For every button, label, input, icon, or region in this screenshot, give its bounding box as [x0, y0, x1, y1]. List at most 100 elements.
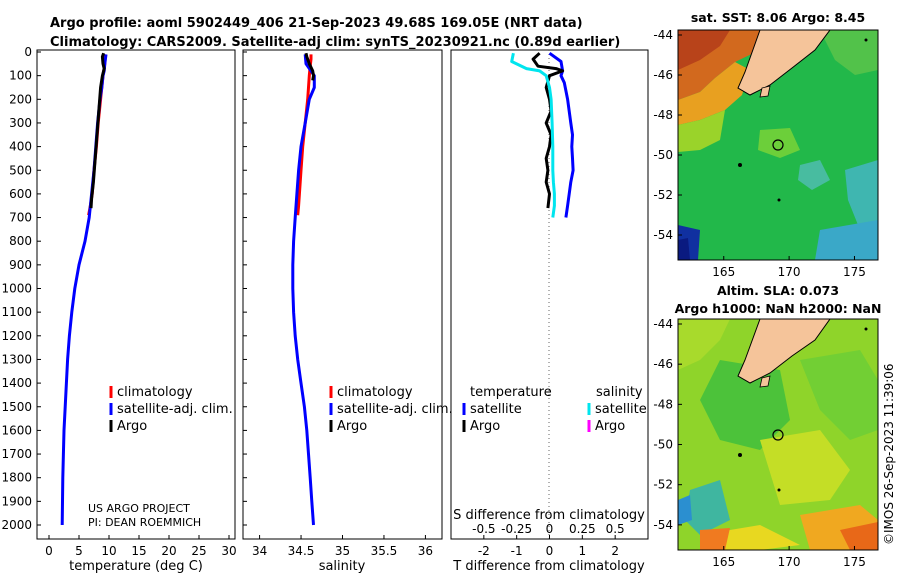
x-tick-label: 5 — [75, 544, 83, 558]
depth-tick-label: 300 — [9, 116, 32, 130]
lat-tick-label: -52 — [653, 478, 673, 492]
x-tick-label: 35.5 — [371, 544, 398, 558]
series-satellite-adj-clim- — [291, 54, 316, 526]
difference-legend: temperature salinity satellite Argo sate… — [462, 385, 647, 434]
lat-tick-label: -46 — [653, 357, 673, 371]
depth-tick-label: 1800 — [1, 471, 32, 485]
series-argo — [89, 52, 106, 209]
lon-tick-label: 170 — [778, 265, 801, 279]
s-tick-label: 0.5 — [606, 522, 625, 536]
x-tick-label: 34 — [252, 544, 267, 558]
depth-tick-label: 2000 — [1, 518, 32, 532]
imos-stamp: ©IMOS 26-Sep-2023 11:39:06 — [882, 363, 896, 545]
sst-field — [678, 30, 878, 260]
lat-tick-label: -50 — [653, 148, 673, 162]
sst-float-marker — [772, 139, 784, 151]
lat-tick-label: -46 — [653, 68, 673, 82]
credit-line-2: PI: DEAN ROEMMICH — [88, 516, 201, 529]
lat-tick-label: -44 — [653, 28, 673, 42]
x-tick-label: -2 — [478, 544, 490, 558]
x-tick-label: 25 — [191, 544, 206, 558]
sla-map-title-1: Altim. SLA: 0.073 — [717, 283, 839, 298]
sla-field — [678, 319, 878, 550]
temperature-panel: 0100200300400500600700800900100011001200… — [1, 45, 236, 574]
depth-tick-label: 0 — [24, 45, 32, 59]
temperature-axes — [36, 49, 236, 540]
temperature-xlabel: temperature (deg C) — [69, 559, 203, 574]
depth-tick-label: 1300 — [1, 352, 32, 366]
legend-t-argo: Argo — [470, 419, 500, 434]
legend-s-satellite: satellite — [595, 402, 647, 417]
legend-salinity-header: salinity — [596, 385, 643, 400]
legend-temperature-header: temperature — [470, 385, 552, 400]
x-tick-label: 0 — [546, 544, 554, 558]
sst-map: sat. SST: 8.06 Argo: 8.45 -44-4 — [653, 10, 879, 279]
legend-climatology: climatology — [337, 385, 413, 400]
legend-argo: Argo — [337, 419, 367, 434]
x-tick-label: 10 — [101, 544, 116, 558]
lon-tick-label: 165 — [712, 555, 735, 569]
title-line-1: Argo profile: aoml 5902449_406 21-Sep-20… — [50, 16, 583, 31]
depth-tick-label: 100 — [9, 69, 32, 83]
depth-tick-label: 1000 — [1, 282, 32, 296]
lat-tick-label: -48 — [653, 108, 673, 122]
depth-tick-label: 900 — [9, 258, 32, 272]
salinity-xlabel: salinity — [319, 559, 366, 574]
depth-tick-label: 1700 — [1, 447, 32, 461]
series-argo — [304, 52, 315, 81]
difference-panel: -2 -1 0 1 2 -0.5 -0.25 0 0.25 0.5 T difference fr… — [450, 49, 649, 574]
legend-t-satellite: satellite — [470, 402, 522, 417]
x-tick-label: 36 — [418, 544, 433, 558]
legend-argo: Argo — [117, 419, 147, 434]
depth-tick-label: 1900 — [1, 494, 32, 508]
sst-land — [737, 30, 831, 96]
x-tick-label: 34.5 — [288, 544, 315, 558]
depth-tick-label: 1100 — [1, 305, 32, 319]
credit-line-1: US ARGO PROJECT — [88, 502, 190, 515]
legend-satellite: satellite-adj. clim. — [337, 402, 453, 417]
salinity-panel: 34 34.5 35 35.5 36 salinity climatology sate… — [242, 49, 455, 574]
sla-map-title-2: Argo h1000: NaN h2000: NaN — [675, 301, 882, 316]
sla-float-marker — [772, 429, 784, 441]
x-tick-label: 0 — [45, 544, 53, 558]
temperature-legend: climatology satellite-adj. clim. Argo — [109, 385, 233, 434]
s-tick-label: 0 — [546, 522, 554, 536]
series-salinity-satellite — [510, 52, 556, 218]
title-line-2: Climatology: CARS2009. Satellite-adj cli… — [50, 35, 620, 50]
depth-tick-label: 700 — [9, 211, 32, 225]
lon-tick-label: 175 — [843, 555, 866, 569]
sla-map: Altim. SLA: 0.073 Argo h1000: NaN h2000:… — [653, 283, 881, 569]
lon-tick-label: 175 — [843, 265, 866, 279]
x-tick-label: 2 — [611, 544, 619, 558]
s-tick-label: -0.25 — [501, 522, 532, 536]
x-tick-label: 20 — [161, 544, 176, 558]
x-tick-label: 30 — [221, 544, 236, 558]
lat-tick-label: -54 — [653, 228, 673, 242]
lat-tick-label: -54 — [653, 518, 673, 532]
salinity-legend: climatology satellite-adj. clim. Argo — [329, 385, 453, 434]
sst-map-title: sat. SST: 8.06 Argo: 8.45 — [691, 10, 865, 25]
sla-land — [737, 319, 831, 384]
depth-tick-label: 1200 — [1, 329, 32, 343]
legend-satellite: satellite-adj. clim. — [117, 402, 233, 417]
legend-s-argo: Argo — [595, 419, 625, 434]
lat-tick-label: -52 — [653, 188, 673, 202]
legend-climatology: climatology — [117, 385, 193, 400]
s-tick-label: 0.25 — [569, 522, 596, 536]
lat-tick-label: -48 — [653, 397, 673, 411]
x-tick-label: -1 — [511, 544, 523, 558]
depth-tick-label: 500 — [9, 163, 32, 177]
depth-tick-label: 1400 — [1, 376, 32, 390]
depth-tick-label: 400 — [9, 140, 32, 154]
depth-tick-label: 600 — [9, 187, 32, 201]
x-tick-label: 15 — [131, 544, 146, 558]
t-difference-xlabel: T difference from climatology — [452, 559, 645, 574]
lat-tick-label: -50 — [653, 438, 673, 452]
depth-tick-label: 800 — [9, 234, 32, 248]
depth-tick-label: 1600 — [1, 423, 32, 437]
depth-tick-label: 200 — [9, 92, 32, 106]
s-difference-xlabel: S difference from climatology — [453, 508, 645, 523]
depth-tick-label: 1500 — [1, 400, 32, 414]
lat-tick-label: -44 — [653, 317, 673, 331]
